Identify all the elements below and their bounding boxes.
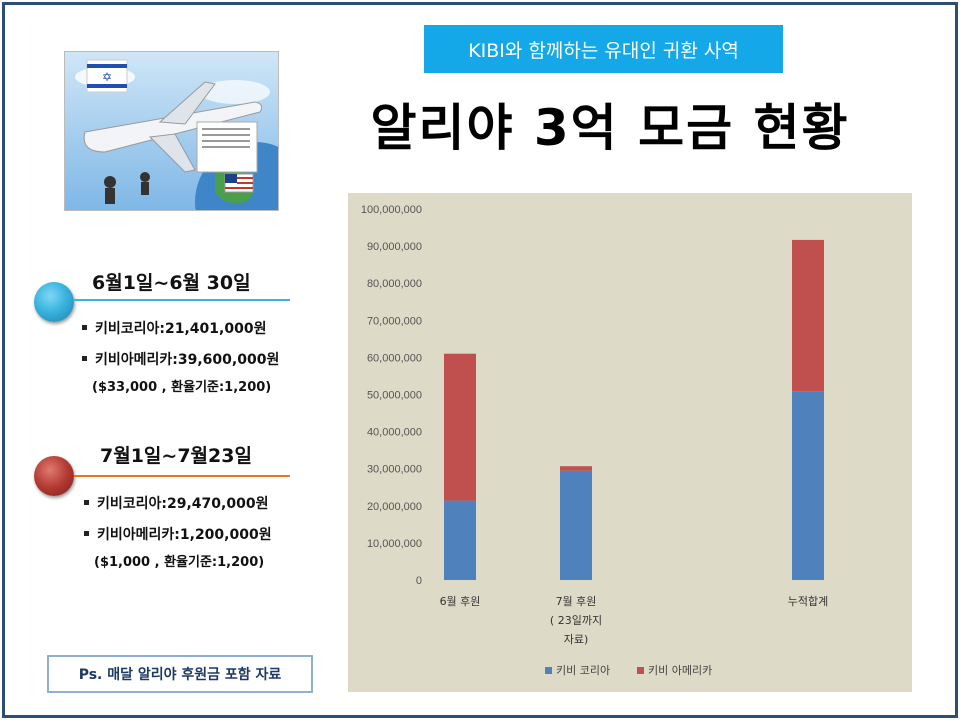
chart-svg: 0 10,000,000 20,000,000 30,000,000 40,000,00… — [361, 204, 828, 677]
y-tick-label: 20,000,000 — [367, 501, 422, 513]
period-1-items: 키비코리아:21,401,000원 키비아메리카:39,600,000원 — [82, 318, 279, 380]
legend-swatch — [637, 667, 644, 674]
x-tick-label: 누적합계 — [788, 595, 828, 608]
page-title: 알리야 3억 모금 현황 — [370, 99, 850, 157]
legend-label: 키비 코리아 — [556, 664, 610, 677]
period-2-divider — [74, 475, 290, 477]
y-tick-label: 10,000,000 — [367, 538, 422, 550]
legend-label: 키비 아메리카 — [648, 664, 712, 677]
y-tick-label: 30,000,000 — [367, 464, 422, 476]
period-1-item-america: 키비아메리카:39,600,000원 — [95, 352, 280, 368]
x-tick-label: 자료) — [564, 633, 589, 646]
ps-note: Ps. 매달 알리야 후원금 포함 자료 — [47, 655, 313, 693]
bullet-icon — [84, 530, 89, 536]
bar-america — [560, 466, 592, 471]
bullet-icon — [82, 324, 87, 330]
period-1-heading: 6월1일~6월 30일 — [92, 272, 251, 294]
list-item: 키비코리아:29,470,000원 — [84, 493, 272, 512]
bullet-icon — [82, 355, 87, 361]
bar-america — [444, 353, 476, 501]
period-1-marker-icon — [34, 282, 74, 322]
bar-korea — [444, 500, 476, 580]
list-item: 키비아메리카:1,200,000원 — [84, 524, 272, 543]
svg-text:✡: ✡ — [102, 70, 112, 84]
airplane-illustration: ✡ — [64, 51, 279, 211]
y-tick-label: 40,000,000 — [367, 427, 422, 439]
period-1-divider — [74, 299, 290, 301]
bar-korea — [792, 391, 824, 580]
period-1-item-korea: 키비코리아:21,401,000원 — [95, 321, 267, 337]
x-tick-label: 7월 후원 — [556, 595, 597, 608]
x-tick-label: ( 23일까지 — [550, 613, 602, 627]
period-2-note: ($1,000 , 환율기준:1,200) — [94, 555, 265, 570]
y-tick-label: 80,000,000 — [367, 278, 422, 290]
banner: KIBI와 함께하는 유대인 귀환 사역 — [424, 25, 783, 73]
period-2-item-korea: 키비코리아:29,470,000원 — [97, 496, 269, 512]
list-item: 키비코리아:21,401,000원 — [82, 318, 279, 337]
y-tick-label: 0 — [416, 575, 422, 587]
bar-america — [792, 239, 824, 392]
period-1-note: ($33,000 , 환율기준:1,200) — [92, 380, 272, 395]
list-item: 키비아메리카:39,600,000원 — [82, 349, 280, 368]
airplane-illustration-svg: ✡ — [65, 52, 278, 210]
period-2-item-america: 키비아메리카:1,200,000원 — [97, 527, 272, 543]
period-2-marker-icon — [34, 456, 74, 496]
y-tick-label: 90,000,000 — [367, 241, 422, 253]
bar-korea — [560, 470, 592, 580]
y-tick-label: 100,000,000 — [361, 204, 422, 216]
legend-swatch — [545, 667, 552, 674]
y-tick-label: 60,000,000 — [367, 352, 422, 364]
y-tick-label: 50,000,000 — [367, 390, 422, 402]
y-tick-label: 70,000,000 — [367, 315, 422, 327]
stacked-bar-chart: 0 10,000,000 20,000,000 30,000,000 40,000,00… — [348, 193, 912, 692]
x-tick-label: 6월 후원 — [440, 595, 481, 608]
period-2-heading: 7월1일~7월23일 — [100, 445, 252, 467]
bullet-icon — [84, 499, 89, 505]
period-2-items: 키비코리아:29,470,000원 키비아메리카:1,200,000원 — [84, 493, 272, 555]
